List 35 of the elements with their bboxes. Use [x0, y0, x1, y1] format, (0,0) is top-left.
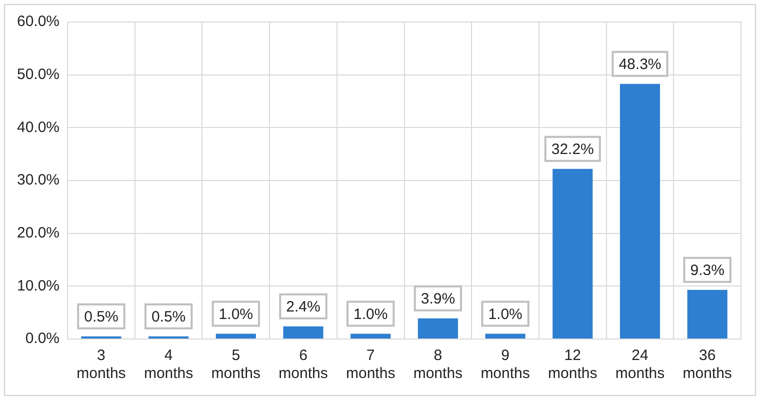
- data-label: 1.0%: [488, 306, 522, 323]
- data-label: 2.4%: [286, 298, 320, 316]
- x-tick-label: 3 months: [76, 347, 126, 382]
- x-tick-label: 6 months: [278, 347, 328, 382]
- x-tick-label: 7 months: [346, 347, 396, 382]
- y-tick-label: 50.0%: [16, 66, 60, 83]
- bar: [216, 334, 256, 338]
- x-tick-label: 8 months: [413, 347, 463, 382]
- bar: [283, 326, 324, 338]
- x-tick-label: 12 months: [548, 347, 598, 382]
- x-tick-label: 9 months: [480, 347, 530, 382]
- data-label: 0.5%: [84, 308, 118, 326]
- y-tick-label: 40.0%: [16, 118, 60, 136]
- data-label: 3.9%: [420, 290, 456, 308]
- bar: [350, 334, 391, 338]
- data-label: 1.0%: [218, 306, 253, 323]
- bar: [687, 290, 728, 338]
- y-tick-label: 10.0%: [16, 277, 60, 294]
- data-label: 48.3%: [618, 56, 662, 73]
- data-label: 0.5%: [151, 308, 186, 326]
- x-tick-label: 5 months: [211, 347, 260, 382]
- y-tick-label: 20.0%: [16, 224, 60, 242]
- y-tick-label: 60.0%: [16, 13, 60, 30]
- bar: [552, 168, 593, 338]
- x-tick-label: 36 months: [682, 347, 732, 382]
- x-tick-label: 4 months: [144, 347, 194, 382]
- y-tick-label: 0.0%: [25, 330, 60, 348]
- data-label: 1.0%: [353, 306, 388, 323]
- y-tick-label: 30.0%: [16, 172, 60, 189]
- bar: [485, 334, 526, 338]
- data-label: 32.2%: [551, 141, 594, 158]
- data-label: 9.3%: [690, 262, 724, 280]
- x-tick-label: 24 months: [615, 347, 665, 382]
- bar: [418, 318, 458, 338]
- bar: [620, 84, 660, 338]
